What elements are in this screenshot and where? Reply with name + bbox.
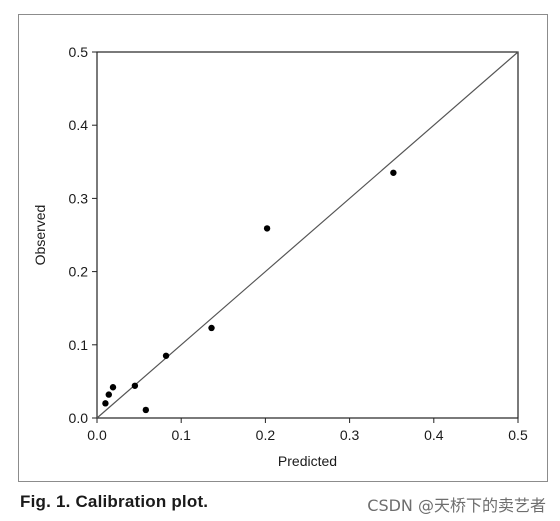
y-tick-label: 0.1	[69, 337, 89, 353]
y-tick-label: 0.3	[69, 190, 89, 206]
x-axis-title: Predicted	[278, 453, 337, 469]
x-tick-label: 0.4	[424, 427, 444, 443]
data-point	[109, 384, 117, 391]
data-point	[102, 400, 109, 407]
y-tick-label: 0.5	[69, 44, 89, 60]
axes-box	[96, 51, 519, 419]
figure-frame	[18, 14, 548, 482]
data-points	[102, 169, 397, 414]
x-tick-label: 0.2	[256, 427, 276, 443]
identity-reference-line	[96, 51, 519, 419]
data-point	[105, 391, 112, 398]
y-axis: 0.0 0.1 0.2 0.3 0.4 0.5	[69, 44, 97, 426]
x-tick-label: 0.1	[171, 427, 191, 443]
data-point	[162, 352, 170, 359]
x-tick-label: 0.3	[340, 427, 360, 443]
data-point	[263, 225, 271, 232]
x-tick-label: 0.0	[87, 427, 107, 443]
data-point	[208, 324, 215, 332]
watermark: CSDN @天桥下的卖艺者	[367, 496, 546, 515]
y-tick-label: 0.4	[69, 117, 89, 133]
y-tick-label: 0.2	[69, 264, 89, 280]
x-tick-label: 0.5	[508, 427, 528, 443]
y-axis-title: Observed	[32, 205, 48, 266]
data-point	[131, 382, 139, 389]
data-point	[142, 406, 150, 414]
data-point	[390, 169, 397, 176]
x-axis: 0.0 0.1 0.2 0.3 0.4 0.5	[87, 418, 528, 443]
y-tick-label: 0.0	[69, 410, 89, 426]
figure-caption: Fig. 1. Calibration plot.	[20, 492, 209, 511]
plot-area	[96, 51, 519, 419]
